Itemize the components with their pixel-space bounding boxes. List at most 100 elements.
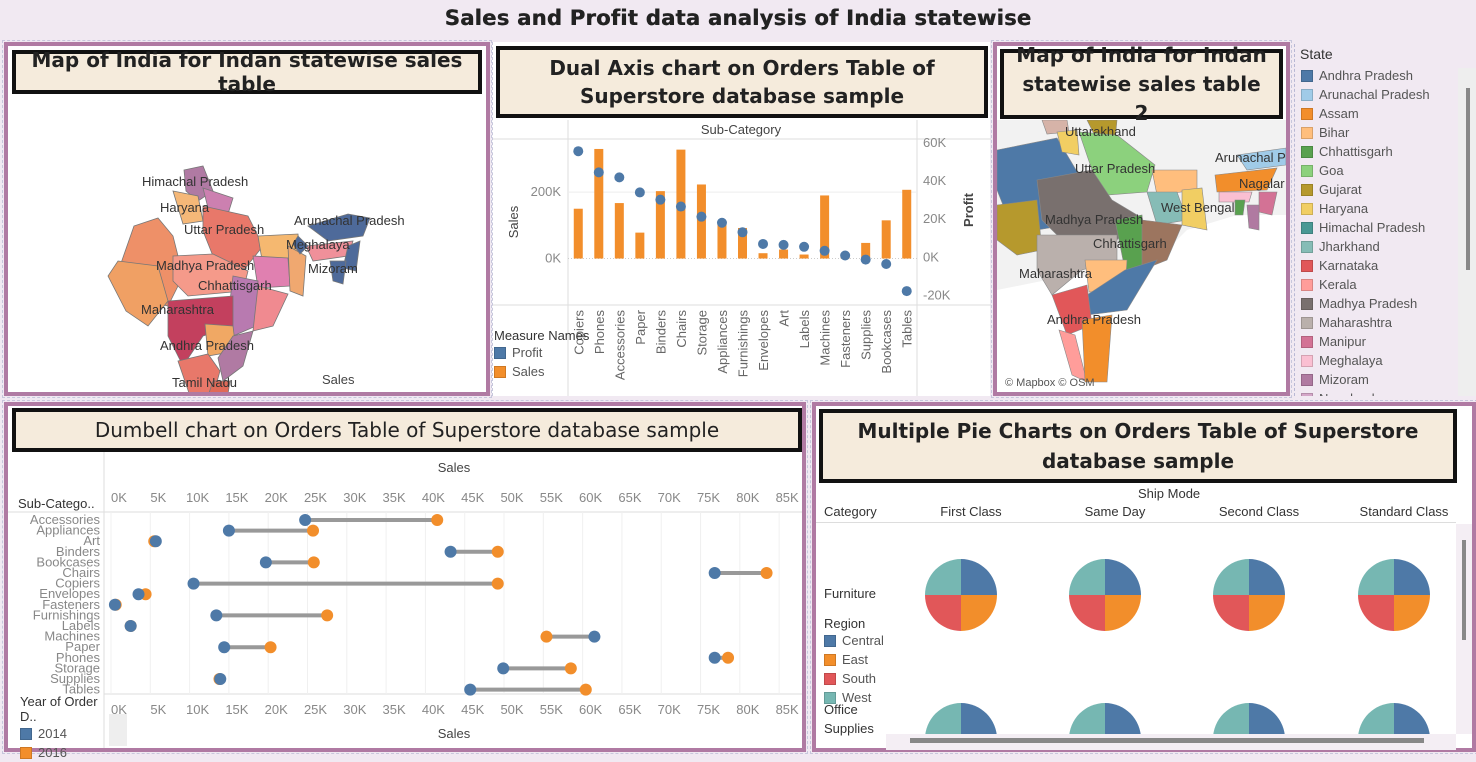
pie-slice-central[interactable] [1249,703,1285,736]
dumbbell-point-2016[interactable] [431,514,444,526]
state-legend-item[interactable]: Nagaland [1295,389,1476,396]
dumbbell-point-2014[interactable] [588,630,601,643]
dumbbell-point-2014[interactable] [222,524,235,537]
pie-chart[interactable] [925,703,997,736]
pie-slice-south[interactable] [925,595,961,631]
pie-chart[interactable] [1069,703,1141,736]
region-legend-item[interactable]: South [824,669,904,688]
dumbbell-chart[interactable]: Sub-Catego.. Sales Sales 0K 0K 5K 5K 10K 10K 1… [8,452,802,748]
state-legend-item[interactable]: Andhra Pradesh [1295,66,1476,85]
sales-bar[interactable] [758,253,768,259]
pie-chart[interactable] [1069,559,1141,631]
dumbbell-point-2016[interactable] [540,630,553,643]
profit-point[interactable] [737,227,748,238]
state-legend-item[interactable]: Kerala [1295,275,1476,294]
dumbbell-point-2016[interactable] [760,567,773,579]
sales-bar[interactable] [573,208,583,259]
state-legend-item[interactable]: Maharashtra [1295,313,1476,332]
state-odisha[interactable] [1141,219,1183,271]
dumbbell-point-2014[interactable] [187,577,200,590]
region-legend-item[interactable]: West [824,688,904,707]
profit-point[interactable] [593,167,604,178]
pie-chart[interactable] [1358,703,1430,736]
pie-slice-central[interactable] [1105,703,1141,736]
state-legend-item[interactable]: Karnataka [1295,256,1476,275]
pie-chart[interactable] [1213,559,1285,631]
map1-canvas[interactable]: Himachal Pradesh Haryana Uttar Pradesh A… [8,96,486,392]
state-legend-item[interactable]: Haryana [1295,199,1476,218]
pie-slice-east[interactable] [961,595,997,631]
dumbbell-point-2014[interactable] [124,620,137,632]
state-assam[interactable] [1214,167,1278,193]
sales-bar[interactable] [820,195,830,259]
dumbbell-point-2014[interactable] [259,556,272,569]
state-tripura[interactable] [1234,199,1246,216]
sales-bar[interactable] [881,220,891,259]
sales-bar[interactable] [738,227,747,259]
state-maharashtra[interactable] [1036,234,1118,296]
state-arunachal[interactable] [1236,147,1286,171]
state-mizoram[interactable] [329,260,347,285]
dumbbell-scroll-stub[interactable] [109,714,127,746]
sales-bar[interactable] [594,148,604,259]
state-arunachal[interactable] [307,213,371,242]
dumbbell-point-2014[interactable] [708,651,721,664]
profit-point[interactable] [860,254,871,265]
profit-point[interactable] [778,239,789,250]
profit-point[interactable] [614,172,625,183]
state-gujarat[interactable] [107,260,169,327]
dumbbell-point-2016[interactable] [307,556,320,569]
legend-item-profit[interactable]: Profit [494,343,594,362]
pie-slice-central[interactable] [961,559,997,595]
pie-slice-central[interactable] [1105,559,1141,595]
pie-slice-east[interactable] [1105,595,1141,631]
dumbbell-point-2014[interactable] [214,673,227,685]
pie-chart[interactable] [925,559,997,631]
region-legend-item[interactable]: Central [824,631,904,650]
map-attribution[interactable]: © Mapbox © OSM [1005,377,1095,389]
sales-bar[interactable] [779,249,789,259]
state-ap[interactable] [217,330,254,382]
dumbbell-point-2016[interactable] [264,641,277,654]
dumbbell-point-2016[interactable] [579,683,592,696]
state-meghalaya[interactable] [1218,191,1253,203]
dumbbell-point-2016[interactable] [321,609,334,622]
state-legend-item[interactable]: Mizoram [1295,370,1476,389]
state-haryana[interactable] [1056,129,1080,156]
state-legend-item[interactable]: Bihar [1295,123,1476,142]
profit-point[interactable] [799,241,810,252]
state-legend-item[interactable]: Arunachal Pradesh [1295,85,1476,104]
pie-slice-west[interactable] [1213,559,1249,595]
dumbbell-point-2014[interactable] [210,609,223,622]
state-legend-item[interactable]: Chhattisgarh [1295,142,1476,161]
sales-bar[interactable] [717,222,727,259]
state-legend-item[interactable]: Manipur [1295,332,1476,351]
profit-point[interactable] [840,250,851,261]
profit-point[interactable] [675,201,686,212]
sales-bar[interactable] [614,203,624,259]
pie-slice-south[interactable] [1213,595,1249,631]
dumbbell-point-2016[interactable] [491,545,504,558]
profit-point[interactable] [573,146,584,157]
state-tn[interactable] [1081,314,1113,383]
state-legend-item[interactable]: Madhya Pradesh [1295,294,1476,313]
state-odisha[interactable] [252,285,289,332]
profit-point[interactable] [901,286,912,297]
state-wb[interactable] [1181,187,1208,231]
dumbbell-point-2016[interactable] [491,577,504,590]
legend-item-sales[interactable]: Sales [494,362,594,381]
sales-bar[interactable] [902,189,912,259]
pie-slice-south[interactable] [1358,595,1394,631]
state-wb[interactable] [287,245,307,297]
dumbbell-point-2014[interactable] [108,598,121,611]
pie-grid[interactable] [816,524,1456,736]
dumbbell-point-2016[interactable] [722,651,735,664]
pie-slice-central[interactable] [961,703,997,736]
dumbbell-point-2014[interactable] [464,683,477,696]
pie-slice-west[interactable] [925,559,961,595]
pie-chart[interactable] [1358,559,1430,631]
state-legend-item[interactable]: Assam [1295,104,1476,123]
dumbbell-point-2014[interactable] [497,662,510,675]
state-legend-item[interactable]: Goa [1295,161,1476,180]
state-tn[interactable] [203,380,231,392]
